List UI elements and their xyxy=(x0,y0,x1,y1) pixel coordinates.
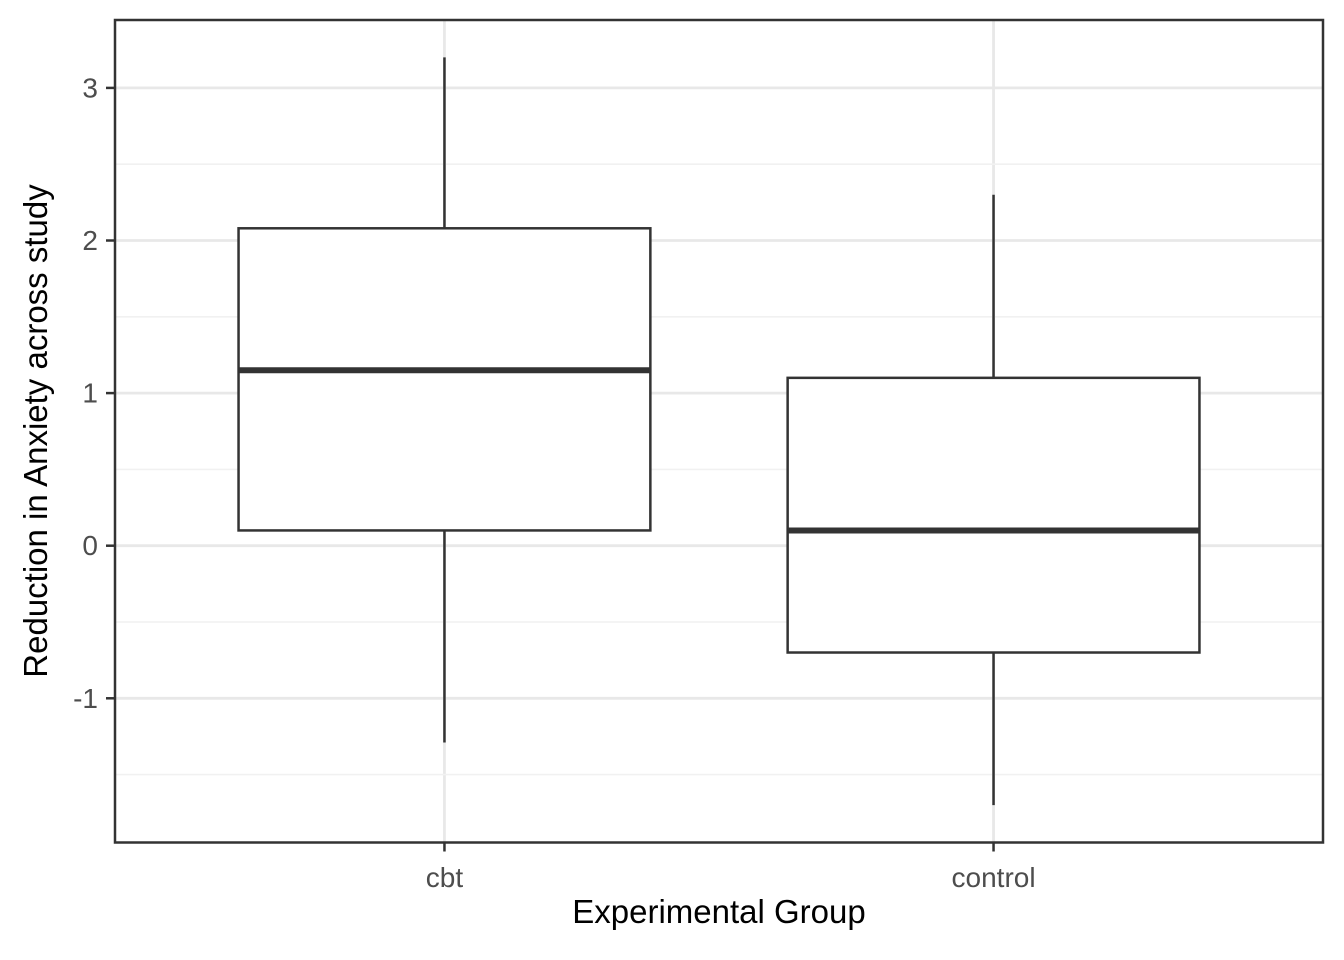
y-tick-label: 0 xyxy=(82,530,98,561)
y-tick-label: -1 xyxy=(73,683,98,714)
x-tick-label: cbt xyxy=(426,862,464,893)
y-tick-label: 3 xyxy=(82,72,98,103)
y-tick-label: 1 xyxy=(82,378,98,409)
panel-border xyxy=(113,18,1325,844)
y-tick-label: 2 xyxy=(82,225,98,256)
y-axis-title: Reduction in Anxiety across study xyxy=(17,184,55,678)
x-axis-title: Experimental Group xyxy=(572,893,866,930)
x-tick-label: control xyxy=(952,862,1036,893)
box-cbt xyxy=(237,227,652,532)
box-control xyxy=(786,376,1201,654)
